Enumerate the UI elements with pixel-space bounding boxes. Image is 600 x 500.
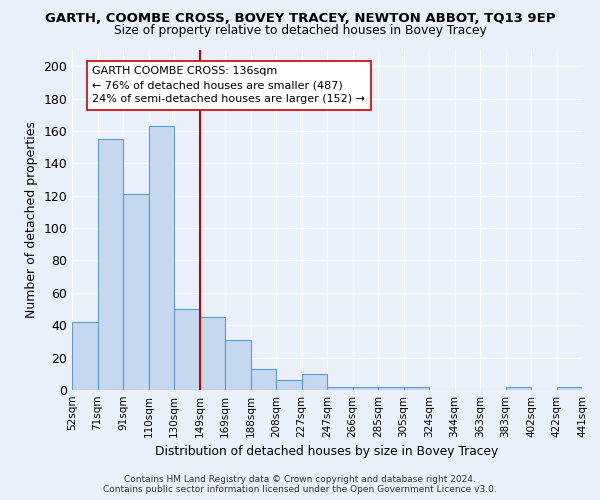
Bar: [72, 322, 97, 390]
Bar: [199, 317, 225, 390]
Bar: [353, 387, 378, 390]
Bar: [505, 387, 531, 390]
Bar: [302, 374, 327, 390]
Bar: [251, 369, 276, 390]
Bar: [557, 387, 582, 390]
Bar: [174, 309, 199, 390]
Bar: [404, 387, 429, 390]
Bar: [276, 380, 302, 390]
Bar: [378, 387, 404, 390]
X-axis label: Distribution of detached houses by size in Bovey Tracey: Distribution of detached houses by size …: [155, 446, 499, 458]
Bar: [149, 126, 174, 390]
Bar: [123, 194, 149, 390]
Text: GARTH COOMBE CROSS: 136sqm
← 76% of detached houses are smaller (487)
24% of sem: GARTH COOMBE CROSS: 136sqm ← 76% of deta…: [92, 66, 365, 104]
Bar: [225, 340, 251, 390]
Text: Contains HM Land Registry data © Crown copyright and database right 2024.
Contai: Contains HM Land Registry data © Crown c…: [103, 474, 497, 494]
Text: GARTH, COOMBE CROSS, BOVEY TRACEY, NEWTON ABBOT, TQ13 9EP: GARTH, COOMBE CROSS, BOVEY TRACEY, NEWTO…: [45, 12, 555, 24]
Bar: [327, 387, 353, 390]
Y-axis label: Number of detached properties: Number of detached properties: [25, 122, 38, 318]
Text: Size of property relative to detached houses in Bovey Tracey: Size of property relative to detached ho…: [113, 24, 487, 37]
Bar: [97, 139, 123, 390]
